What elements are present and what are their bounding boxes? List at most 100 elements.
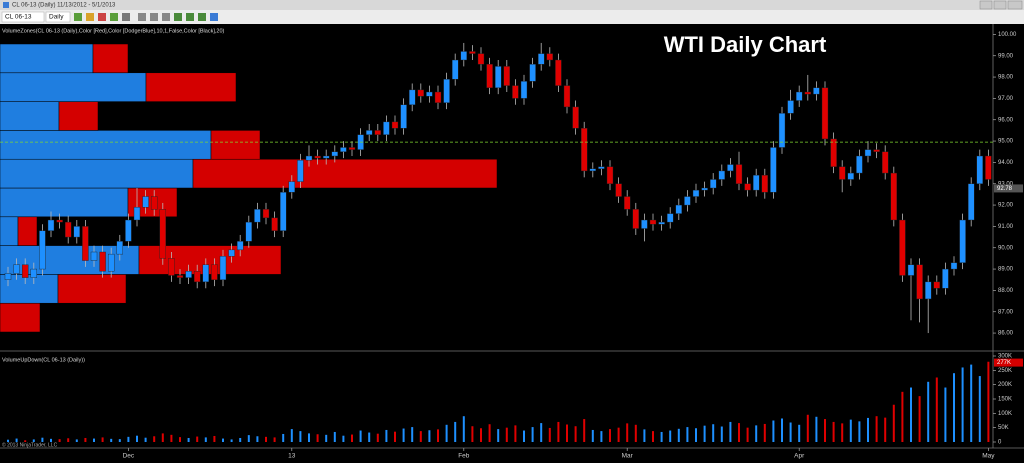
tool-button[interactable] <box>122 13 130 21</box>
volume-bar <box>222 438 224 442</box>
minimize-button[interactable] <box>979 0 993 10</box>
volume-bar <box>333 431 336 442</box>
candle-body <box>520 81 528 99</box>
candle-body <box>796 91 803 101</box>
tool-button[interactable] <box>150 13 158 21</box>
last-price-tag <box>994 184 1023 193</box>
volume-bar <box>359 430 362 442</box>
volume-bar <box>204 437 207 442</box>
volume-bar <box>170 434 173 442</box>
tool-button[interactable] <box>98 13 106 21</box>
candle-body <box>107 253 115 272</box>
tool-button[interactable] <box>86 13 94 21</box>
volume-bar <box>394 431 396 442</box>
candle-body <box>348 147 356 150</box>
x-tick-label: 13 <box>288 453 296 460</box>
volume-bar <box>591 429 594 442</box>
tool-button[interactable] <box>186 13 194 21</box>
candle-body <box>469 51 476 54</box>
y-tick-label: 93.00 <box>998 181 1014 187</box>
volume-bar <box>815 416 818 442</box>
volume-bar <box>652 431 654 442</box>
zone-up-bar <box>0 158 194 189</box>
tool-button[interactable] <box>110 13 118 21</box>
volume-bar <box>720 426 723 442</box>
y2-tick-label: 200K <box>998 382 1012 388</box>
instrument-selector[interactable] <box>1 11 45 23</box>
volume-bar <box>626 423 629 442</box>
tool-button[interactable] <box>198 13 206 21</box>
volume-bar <box>213 435 216 442</box>
candle-body <box>839 166 846 180</box>
candle-body <box>512 85 519 99</box>
app-icon <box>3 2 9 8</box>
candle-body <box>804 91 811 95</box>
candle-body <box>830 138 837 167</box>
candle-body <box>262 209 270 219</box>
candle-body <box>968 183 975 221</box>
tool-button[interactable] <box>74 13 82 21</box>
candle-body <box>185 271 192 278</box>
instrument-label[interactable]: CL 06-13 <box>5 14 32 21</box>
zone-up-bar <box>0 130 212 160</box>
candle-body <box>692 189 700 197</box>
candle-body <box>718 170 725 180</box>
candle-body <box>538 53 545 65</box>
candle-body <box>581 128 588 172</box>
maximize-button[interactable] <box>993 0 1007 10</box>
candle-body <box>366 130 373 135</box>
volume-bar <box>669 430 672 442</box>
candle-body <box>99 251 106 272</box>
volume-bar <box>144 437 147 442</box>
tool-button[interactable] <box>210 13 218 21</box>
candle-body <box>30 268 37 278</box>
zone-down-bar <box>17 216 38 246</box>
y-tick-label: 88.00 <box>998 288 1014 294</box>
candle-body <box>950 262 958 270</box>
candle-body <box>658 221 665 225</box>
candle-body <box>202 264 210 283</box>
tool-button[interactable] <box>138 13 146 21</box>
volume-bar <box>256 436 259 442</box>
volume-bar <box>419 431 422 442</box>
candle-body <box>176 275 184 278</box>
candle-body <box>589 168 596 172</box>
volume-bar <box>781 418 783 442</box>
y-tick-label: 92.00 <box>998 203 1014 209</box>
volume-bar <box>772 420 775 442</box>
volume-bar <box>368 432 371 442</box>
tool-button[interactable] <box>162 13 170 21</box>
volume-bar <box>136 435 138 442</box>
interval-selector[interactable] <box>45 11 71 23</box>
candle-body <box>460 51 467 61</box>
candle-body <box>219 256 227 280</box>
interval-label[interactable]: Daily <box>49 14 64 21</box>
close-button[interactable] <box>1007 0 1023 10</box>
candle-body <box>503 66 510 86</box>
candle-body <box>942 268 949 289</box>
volume-bar <box>445 424 448 442</box>
candle-body <box>297 160 304 182</box>
zone-up-bar <box>0 187 129 218</box>
volume-bar <box>927 381 930 442</box>
candle-body <box>821 87 829 140</box>
candle-body <box>47 219 55 231</box>
candle-body <box>314 155 321 159</box>
volume-bar <box>273 437 276 442</box>
candle-body <box>572 106 579 129</box>
candle-body <box>142 196 149 208</box>
candle-body <box>933 281 940 289</box>
y-tick-label: 86.00 <box>998 331 1014 337</box>
candle-body <box>753 174 760 191</box>
tool-button[interactable] <box>174 13 182 21</box>
volume-bar <box>523 430 525 442</box>
volume-bar <box>488 424 491 442</box>
y2-tick-label: 50K <box>998 425 1009 431</box>
volume-bar <box>153 436 156 442</box>
zone-up-bar <box>0 43 94 74</box>
candle-body <box>778 113 786 148</box>
volume-bar <box>299 431 302 442</box>
candle-body <box>813 87 820 95</box>
zone-down-bar <box>0 302 41 333</box>
candles <box>4 42 992 334</box>
